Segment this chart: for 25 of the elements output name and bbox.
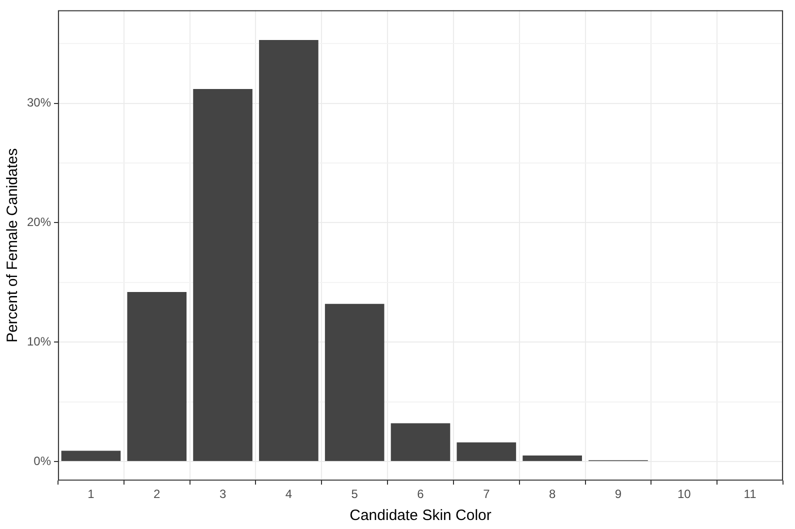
x-tick-label: 10 [677, 487, 692, 502]
x-tick-label: 6 [417, 487, 424, 502]
x-tick-label: 7 [483, 487, 490, 502]
bar [127, 292, 187, 461]
y-tick-label: 20% [26, 215, 52, 230]
x-tick-label: 9 [614, 487, 622, 502]
x-tick-label: 2 [154, 487, 161, 502]
bar [324, 304, 384, 461]
y-tick-label: 10% [26, 334, 52, 348]
bar [61, 450, 121, 461]
y-axis-title: Percent of Female Canidates [4, 148, 22, 343]
x-tick-label: 11 [744, 487, 757, 502]
bar [390, 423, 450, 461]
y-tick-label: 0% [34, 454, 52, 468]
x-tick-label: 4 [285, 487, 292, 502]
y-tick-label: 30% [26, 96, 52, 110]
bar [522, 456, 582, 461]
bar [456, 442, 516, 461]
bar [259, 40, 318, 461]
x-tick-label: 1 [88, 487, 95, 502]
x-tick-label: 5 [351, 487, 358, 502]
x-tick-label: 8 [548, 487, 556, 502]
x-tick-label: 3 [219, 487, 226, 502]
bar [193, 89, 252, 461]
x-axis-title: Candidate Skin Color [350, 507, 492, 524]
